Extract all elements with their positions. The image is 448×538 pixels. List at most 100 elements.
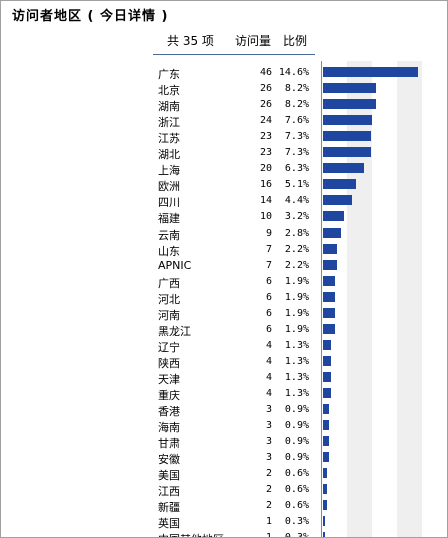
visit-ratio: 6.3%	[284, 163, 309, 175]
visit-count: 2	[265, 484, 272, 496]
region-name: 北京	[158, 84, 180, 98]
region-name: 江苏	[158, 132, 180, 146]
visit-count: 16	[259, 179, 272, 191]
visit-count: 9	[265, 227, 272, 239]
visit-count: 6	[265, 291, 272, 303]
visit-count: 20	[259, 163, 272, 175]
region-name: 安徽	[158, 453, 180, 467]
table-row: 英国 1 0.3%	[1, 514, 447, 530]
region-name: 江西	[158, 485, 180, 499]
visit-ratio: 1.3%	[284, 371, 309, 383]
visit-ratio: 1.3%	[284, 355, 309, 367]
visit-count: 23	[259, 147, 272, 159]
table-row: 辽宁 4 1.3%	[1, 338, 447, 354]
table-row: APNIC 7 2.2%	[1, 258, 447, 274]
visit-count: 3	[265, 404, 272, 416]
visit-ratio: 0.9%	[284, 452, 309, 464]
visit-ratio: 3.2%	[284, 211, 309, 223]
region-name: 福建	[158, 212, 180, 226]
table-row: 云南 9 2.8%	[1, 226, 447, 242]
ratio-bar	[323, 211, 344, 222]
region-name: 甘肃	[158, 437, 180, 451]
region-name: 辽宁	[158, 340, 180, 354]
table-row: 天津 4 1.3%	[1, 370, 447, 386]
ratio-bar	[323, 307, 335, 318]
ratio-bar	[323, 163, 364, 174]
visit-count: 2	[265, 500, 272, 512]
visit-count: 4	[265, 388, 272, 399]
header-visits: 访问量	[235, 34, 272, 48]
region-name: 黑龙江	[158, 324, 191, 338]
region-name: 广西	[158, 276, 180, 290]
visit-count: 7	[265, 243, 272, 255]
visit-count: 26	[259, 99, 272, 111]
table-row: 甘肃 3 0.9%	[1, 434, 447, 450]
visit-ratio: 7.6%	[284, 115, 309, 127]
visit-ratio: 7.3%	[284, 131, 309, 143]
ratio-bar	[323, 179, 356, 190]
visit-ratio: 1.3%	[284, 388, 309, 399]
header-divider	[153, 54, 315, 55]
table-row: 湖北 23 7.3%	[1, 145, 447, 161]
visit-count: 6	[265, 323, 272, 335]
visit-count: 1	[265, 532, 272, 538]
visit-ratio: 0.3%	[284, 516, 309, 528]
visit-ratio: 1.9%	[284, 307, 309, 319]
visit-count: 1	[265, 516, 272, 528]
table-row: 湖南 26 8.2%	[1, 97, 447, 113]
visit-ratio: 0.6%	[284, 484, 309, 496]
ratio-bar	[323, 291, 335, 302]
region-name: APNIC	[158, 258, 192, 272]
ratio-bar	[323, 452, 329, 463]
visit-ratio: 0.6%	[284, 500, 309, 512]
visit-ratio: 0.6%	[284, 468, 309, 480]
table-row: 上海 20 6.3%	[1, 161, 447, 177]
ratio-bar	[323, 436, 329, 447]
table-row: 欧洲 16 5.1%	[1, 177, 447, 193]
chart-band	[397, 61, 422, 537]
region-name: 河南	[158, 308, 180, 322]
visit-ratio: 1.9%	[284, 323, 309, 335]
ratio-bar	[323, 131, 371, 142]
visit-ratio: 2.2%	[284, 259, 309, 271]
visit-count: 3	[265, 436, 272, 448]
ratio-bar	[323, 388, 331, 398]
ratio-bar	[323, 516, 325, 527]
visit-count: 46	[259, 67, 272, 78]
ratio-bar	[323, 115, 372, 126]
region-name: 河北	[158, 292, 180, 306]
visit-ratio: 8.2%	[284, 99, 309, 111]
region-name: 欧洲	[158, 180, 180, 194]
ratio-bar	[323, 371, 331, 382]
ratio-bar	[323, 99, 376, 110]
table-row: 安徽 3 0.9%	[1, 450, 447, 466]
visit-count: 6	[265, 307, 272, 319]
header-ratio: 比例	[283, 34, 308, 48]
visit-ratio: 0.3%	[284, 532, 309, 538]
visit-ratio: 1.9%	[284, 275, 309, 287]
visit-ratio: 5.1%	[284, 179, 309, 191]
ratio-bar	[323, 420, 329, 431]
table-row: 山东 7 2.2%	[1, 242, 447, 258]
ratio-bar	[323, 67, 418, 77]
visit-count: 3	[265, 452, 272, 464]
region-name: 香港	[158, 405, 180, 419]
table-row: 四川 14 4.4%	[1, 193, 447, 209]
region-name: 浙江	[158, 116, 180, 130]
table-row: 中国其他地区 1 0.3%	[1, 530, 447, 538]
visit-ratio: 14.6%	[278, 67, 309, 78]
table-row: 福建 10 3.2%	[1, 209, 447, 225]
ratio-bar	[323, 275, 335, 286]
visit-ratio: 2.2%	[284, 243, 309, 255]
visit-ratio: 2.8%	[284, 227, 309, 239]
visit-count: 14	[259, 195, 272, 207]
header-total: 共 35 项	[167, 34, 214, 48]
visit-ratio: 0.9%	[284, 404, 309, 416]
table-row: 陕西 4 1.3%	[1, 354, 447, 370]
table-row: 江西 2 0.6%	[1, 482, 447, 498]
region-name: 上海	[158, 164, 180, 178]
visit-ratio: 0.9%	[284, 420, 309, 432]
table-row: 广东 46 14.6%	[1, 65, 447, 81]
visit-count: 4	[265, 355, 272, 367]
